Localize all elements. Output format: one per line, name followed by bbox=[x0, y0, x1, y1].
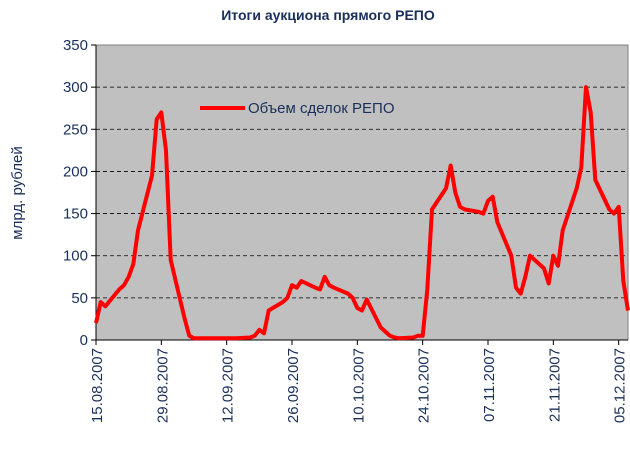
y-tick-label: 150 bbox=[63, 206, 88, 223]
y-tick-label: 350 bbox=[63, 37, 88, 54]
y-tick-label: 200 bbox=[63, 163, 88, 180]
x-tick-label: 07.11.2007 bbox=[481, 348, 498, 422]
legend-label: Объем сделок РЕПО bbox=[248, 100, 395, 117]
y-tick-label: 0 bbox=[80, 332, 88, 349]
x-tick-label: 24.10.2007 bbox=[416, 348, 433, 423]
x-tick-label: 15.08.2007 bbox=[89, 348, 106, 423]
y-tick-label: 50 bbox=[71, 290, 88, 307]
y-axis-label: млрд. рублей bbox=[9, 146, 26, 239]
y-tick-label: 100 bbox=[63, 248, 88, 265]
x-tick-label: 10.10.2007 bbox=[350, 348, 367, 423]
plot-area bbox=[95, 44, 629, 341]
y-tick-label: 300 bbox=[63, 79, 88, 96]
chart-title: Итоги аукциона прямого РЕПО bbox=[221, 7, 435, 23]
x-tick-label: 05.12.2007 bbox=[612, 348, 629, 423]
y-tick-label: 250 bbox=[63, 121, 88, 138]
x-tick-label: 12.09.2007 bbox=[220, 348, 237, 423]
line-series bbox=[94, 85, 630, 341]
x-tick-label: 21.11.2007 bbox=[546, 348, 563, 422]
x-tick-label: 29.08.2007 bbox=[154, 348, 171, 423]
x-tick-label: 26.09.2007 bbox=[285, 348, 302, 423]
